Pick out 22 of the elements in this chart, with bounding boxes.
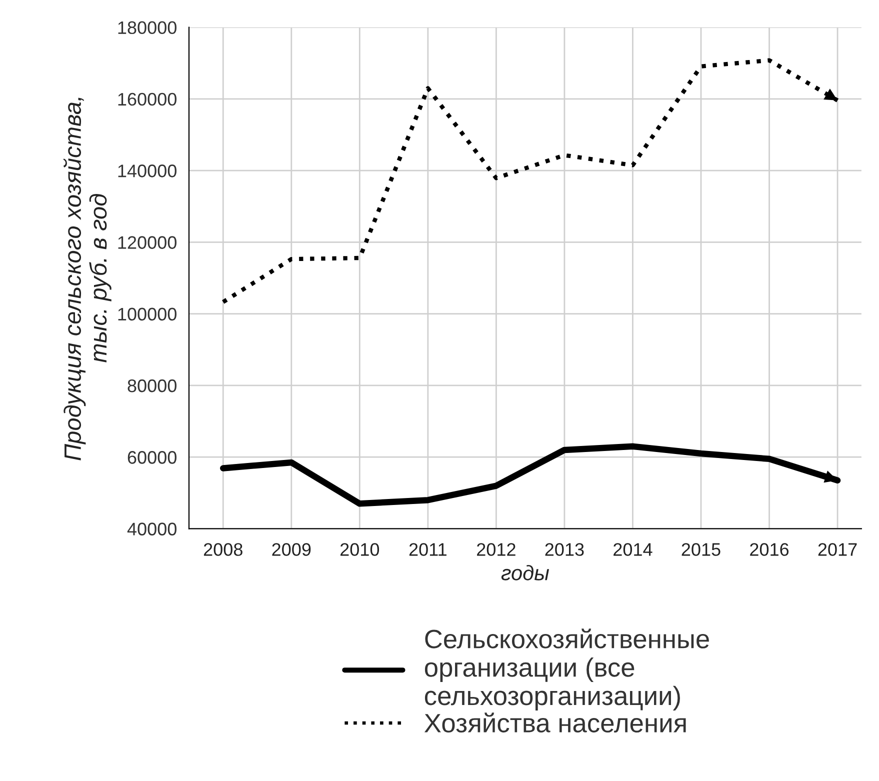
x-tick-label: 2013 — [545, 543, 584, 556]
x-tick-label: 2014 — [614, 543, 652, 556]
y-tick-label: 160000 — [118, 92, 176, 106]
y-axis-title: Продукция сельского хозяйства, тыс. руб. в год — [63, 98, 112, 460]
x-tick-label: 2017 — [818, 543, 857, 556]
x-axis-title: годы — [501, 565, 550, 580]
x-tick-label: 2016 — [750, 543, 789, 556]
x-tick-label: 2015 — [682, 543, 720, 556]
legend-label: Сельскохозяйственные организации (все сельхозорганизации) — [424, 628, 709, 710]
y-tick-label: 100000 — [118, 308, 176, 321]
x-tick-label: 2010 — [340, 543, 380, 556]
y-tick-label: 180000 — [118, 21, 176, 34]
x-tick-label: 2012 — [477, 543, 516, 556]
y-tick-label: 40000 — [127, 522, 176, 536]
x-tick-label: 2009 — [272, 543, 311, 556]
x-tick-label: 2008 — [204, 543, 242, 556]
y-tick-label: 140000 — [118, 164, 176, 178]
y-tick-label: 60000 — [128, 451, 176, 464]
y-tick-label: 120000 — [118, 236, 176, 249]
y-tick-label: 80000 — [128, 379, 176, 392]
legend-label: Хозяйства населения — [424, 712, 686, 732]
x-tick-label: 2011 — [409, 543, 446, 556]
